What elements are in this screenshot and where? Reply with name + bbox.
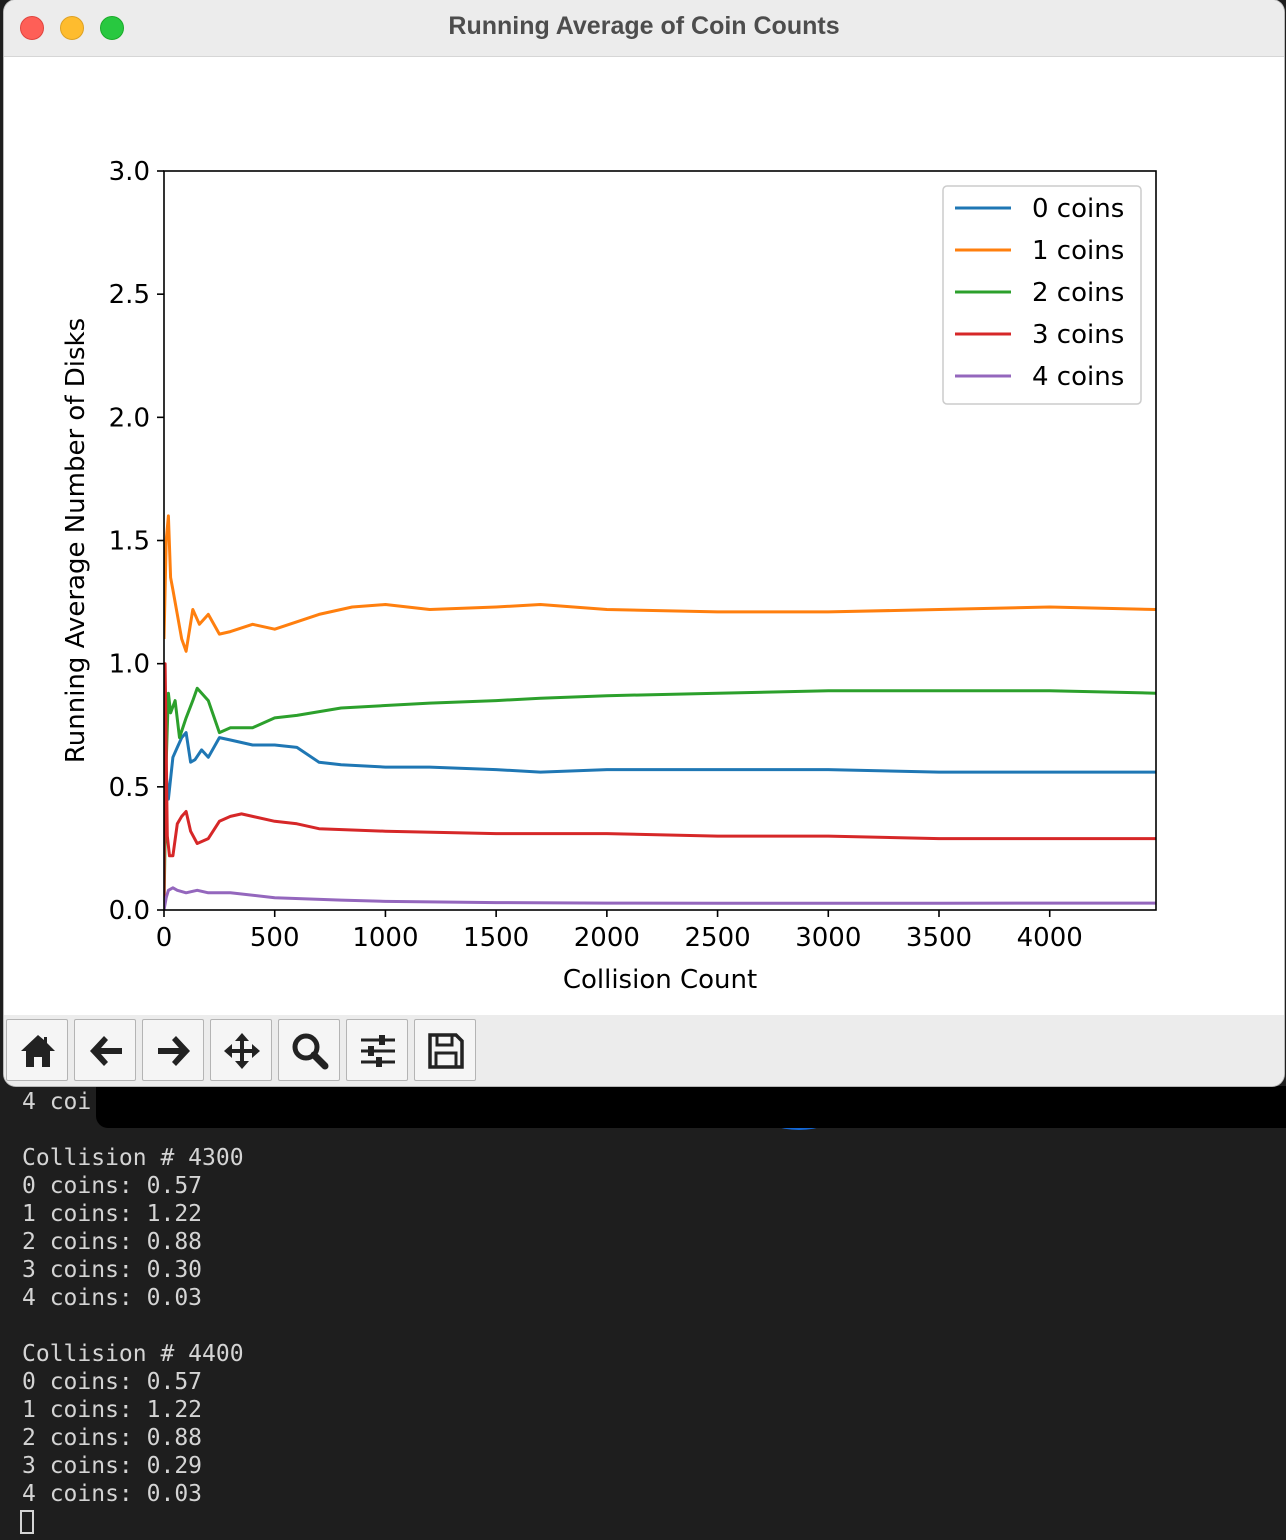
floppy-disk-icon [428,1033,464,1069]
pan-button[interactable] [210,1019,272,1081]
y-tick-label: 1.5 [109,527,150,557]
back-button[interactable] [74,1019,136,1081]
legend-label: 4 coins [1032,362,1124,392]
x-tick-label: 2000 [574,923,640,953]
maximize-button[interactable] [100,16,124,40]
x-tick-label: 500 [250,923,300,953]
y-tick-label: 3.0 [109,157,150,187]
terminal-cursor [20,1510,34,1534]
plot-window: Running Average of Coin Counts 0 500 1000 1… [4,0,1284,1086]
y-tick-label: 0.0 [109,896,150,926]
magnifier-icon [292,1033,329,1070]
save-button[interactable] [414,1019,476,1081]
move-icon [224,1033,260,1069]
terminal-line: 0 coins: 0.57 [22,1369,203,1395]
x-tick-label: 1000 [352,923,418,953]
legend: 0 coins 1 coins 2 coins 3 coins 4 coins [942,185,1142,405]
arrow-right-icon [158,1036,190,1066]
x-tick-label: 3500 [906,923,972,953]
navigation-toolbar [4,1015,1284,1086]
minimize-button[interactable] [60,16,84,40]
terminal-line: 1 coins: 1.22 [22,1397,203,1423]
close-button[interactable] [20,16,44,40]
y-tick-label: 1.0 [109,650,150,680]
terminal-line: 3 coins: 0.30 [22,1257,203,1283]
terminal-line: 3 coins: 0.29 [22,1453,203,1479]
terminal-line: Collision # 4400 [22,1341,244,1367]
series-line [164,514,1156,653]
chart-series-group [164,514,1156,910]
legend-label: 1 coins [1032,236,1124,266]
x-tick-label: 1500 [463,923,529,953]
background-window-strip [96,1086,1286,1128]
terminal-line: 0 coins: 0.57 [22,1173,203,1199]
figure-canvas[interactable]: 0 500 1000 1500 2000 2500 3000 3500 4000 0.0 0.5 1.… [4,57,1284,1015]
home-icon [21,1035,55,1067]
x-tick-label: 2500 [684,923,750,953]
zoom-button[interactable] [278,1019,340,1081]
x-tick-label: 0 [156,923,173,953]
line-chart[interactable]: 0 500 1000 1500 2000 2500 3000 3500 4000 0.0 0.5 1.… [4,57,1284,1015]
arrow-left-icon [90,1036,122,1066]
x-tick-label: 4000 [1017,923,1083,953]
terminal-line: 1 coins: 1.22 [22,1201,203,1227]
configure-subplots-button[interactable] [346,1019,408,1081]
legend-label: 0 coins [1032,194,1124,224]
series-line [164,686,1156,910]
y-tick-label: 2.5 [109,280,150,310]
terminal-line: 4 coins: 0.03 [22,1481,203,1507]
terminal-line: 4 coi [22,1089,92,1115]
window-title: Running Average of Coin Counts [448,12,840,40]
forward-button[interactable] [142,1019,204,1081]
terminal-line [22,1312,244,1340]
home-button[interactable] [6,1019,68,1081]
terminal-line: Collision # 4300 [22,1145,244,1171]
title-bar[interactable]: Running Average of Coin Counts [4,0,1284,57]
x-axis-label: Collision Count [563,965,757,995]
terminal-line: 2 coins: 0.88 [22,1425,203,1451]
terminal-line: 2 coins: 0.88 [22,1229,203,1255]
x-tick-label: 3000 [795,923,861,953]
y-tick-label: 0.5 [109,773,150,803]
series-line [164,662,1156,910]
terminal-output: 4 coi Collision # 4300 0 coins: 0.57 1 coin… [22,1088,244,1508]
terminal-line: 4 coins: 0.03 [22,1285,203,1311]
legend-box [942,185,1142,405]
legend-label: 2 coins [1032,278,1124,308]
y-tick-label: 2.0 [109,403,150,433]
series-line [164,886,1156,910]
y-axis-label: Running Average Number of Disks [61,318,91,763]
sliders-icon [361,1035,395,1067]
series-line [164,731,1156,861]
legend-label: 3 coins [1032,320,1124,350]
